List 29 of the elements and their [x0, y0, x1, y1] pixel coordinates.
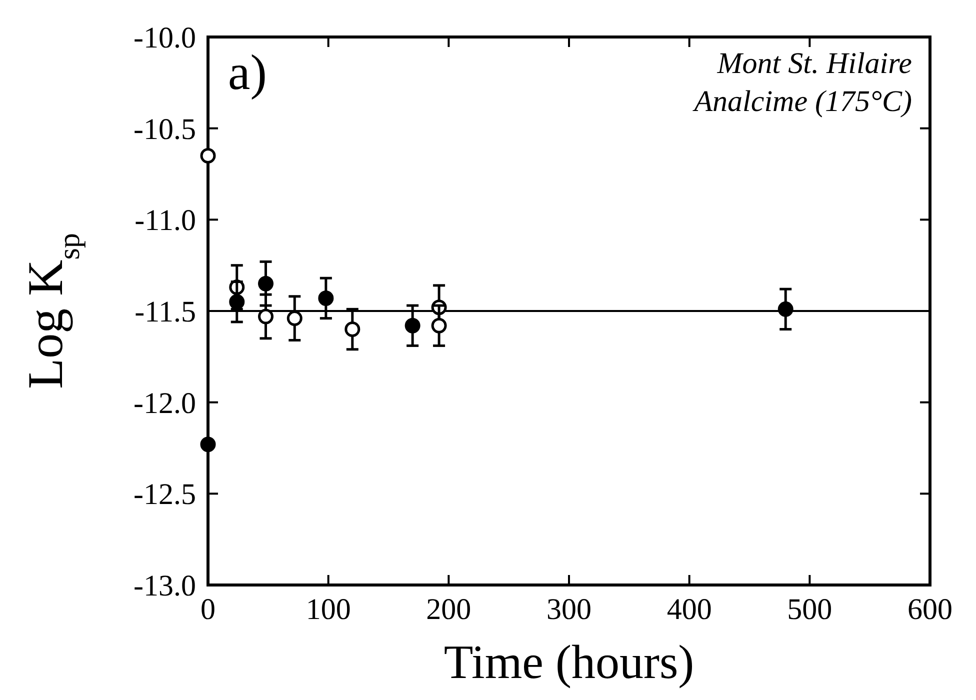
point — [200, 436, 216, 452]
y-tick-label: -13.0 — [134, 570, 196, 602]
x-axis-title: Time (hours) — [444, 636, 694, 689]
x-tick-label: 100 — [306, 593, 351, 626]
point — [258, 308, 274, 324]
y-tick-label: -12.0 — [134, 386, 196, 420]
y-tick-label: -12.5 — [134, 478, 196, 512]
point — [344, 322, 360, 338]
point — [318, 290, 334, 306]
point — [229, 294, 245, 310]
point — [404, 318, 420, 334]
x-tick-label: 600 — [908, 593, 952, 626]
annotation: Analcime (175°C) — [692, 85, 912, 118]
x-tick-label: 400 — [666, 593, 712, 626]
point — [778, 301, 794, 317]
annotation: a) — [228, 44, 267, 100]
x-tick-label: 300 — [546, 593, 592, 626]
y-tick-label: -10.0 — [134, 22, 196, 54]
x-tick-label: 200 — [426, 593, 472, 626]
annotation: Mont St. Hilaire — [716, 47, 912, 80]
y-tick-label: -10.5 — [134, 112, 196, 146]
point — [431, 318, 447, 334]
x-tick-label: 0 — [200, 593, 216, 626]
point — [258, 276, 274, 292]
point — [286, 310, 302, 326]
y-tick-label: -11.0 — [134, 204, 196, 238]
point — [200, 148, 216, 164]
y-tick-label: -11.5 — [134, 296, 196, 328]
x-tick-label: 500 — [787, 593, 832, 626]
